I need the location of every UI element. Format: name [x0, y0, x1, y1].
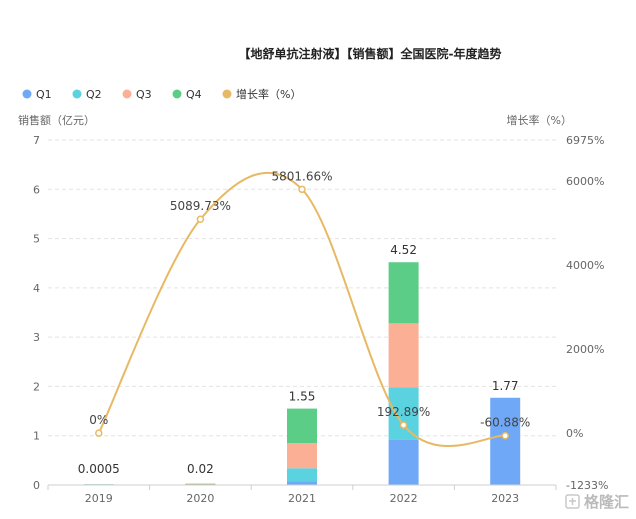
y-left-tick-label: 6 [33, 183, 40, 196]
bar-segment-q4 [185, 483, 216, 485]
legend-marker-icon [22, 89, 32, 99]
bar-segment-q2 [388, 387, 419, 440]
bar-total-label: 4.52 [390, 243, 417, 257]
x-tick-label: 2021 [288, 492, 316, 505]
x-tick-label: 2019 [85, 492, 113, 505]
y-right-tick-label: 0% [566, 427, 583, 440]
legend[interactable]: Q1 Q2 Q3 Q4 增长率（%） [22, 87, 302, 101]
legend-label: Q1 [36, 88, 52, 101]
data-labels: 0.0005 0.02 1.55 4.52 1.77 0% 5089.73% 5801.66%… [78, 169, 530, 476]
bar-total-label: 0.0005 [78, 462, 120, 476]
legend-item-q1[interactable]: Q1 [22, 88, 52, 101]
chart-title: 【地舒单抗注射液】【销售额】全国医院-年度趋势 [239, 46, 502, 61]
bar-total-label: 1.77 [492, 379, 519, 393]
growth-rate-point [501, 431, 509, 440]
bar-segment-q1 [388, 439, 419, 485]
bar-segment-q4 [388, 262, 419, 324]
y-right-tick-label: 4000% [566, 259, 604, 272]
bar-segment-q3 [287, 443, 317, 469]
y-left-tick-label: 0 [33, 479, 40, 492]
growth-rate-label: 0% [89, 413, 108, 427]
growth-rate-point [196, 215, 205, 223]
growth-rate-label: 5089.73% [170, 199, 231, 213]
growth-rate-line [97, 171, 506, 448]
growth-rate-label: 192.89% [377, 405, 430, 419]
y-right-tick-label: -1233% [566, 479, 608, 492]
legend-item-q3[interactable]: Q3 [122, 88, 152, 101]
legend-item-q4[interactable]: Q4 [172, 88, 202, 101]
bar-total-label: 1.55 [289, 390, 316, 404]
bar-segment-q1 [490, 397, 521, 485]
watermark-text: 格隆汇 [584, 493, 629, 511]
legend-marker-icon [122, 89, 132, 99]
legend-label: 增长率（%） [236, 87, 301, 101]
axes: 0 1 2 3 4 5 6 7 -1233% 0% 2000% 4000% 6000% 6975% 2019… [33, 134, 608, 505]
legend-marker-icon [172, 89, 182, 99]
y-axis-right-label: 增长率（%） [507, 113, 572, 127]
growth-rate-point [95, 429, 103, 437]
growth-rate-point [399, 421, 408, 429]
y-left-tick-label: 5 [33, 233, 40, 246]
y-left-tick-label: 4 [33, 282, 40, 295]
y-left-tick-label: 1 [33, 430, 40, 443]
legend-item-growth-rate[interactable]: 增长率（%） [222, 87, 302, 101]
watermark: 格隆汇 [565, 493, 629, 511]
y-right-tick-label: 6000% [566, 175, 604, 188]
growth-line [95, 171, 509, 448]
y-left-tick-label: 3 [33, 331, 40, 344]
legend-item-q2[interactable]: Q2 [72, 88, 102, 101]
bar-segment-q2 [287, 468, 317, 482]
growth-rate-point [298, 185, 306, 194]
x-tick-label: 2020 [186, 492, 214, 505]
legend-marker-icon [222, 89, 232, 99]
bars [83, 262, 521, 485]
legend-label: Q4 [186, 88, 202, 101]
growth-rate-label: -60.88% [480, 416, 530, 430]
y-axis-left-label: 销售额（亿元） [18, 113, 95, 127]
bar-segment-q1 [287, 481, 317, 485]
x-tick-label: 2023 [491, 492, 519, 505]
legend-label: Q2 [86, 88, 102, 101]
watermark-logo-icon [565, 494, 580, 509]
y-left-tick-label: 7 [33, 134, 40, 147]
legend-marker-icon [72, 89, 82, 99]
growth-rate-label: 5801.66% [271, 169, 332, 183]
legend-label: Q3 [136, 88, 152, 101]
bar-segment-q3 [388, 323, 419, 388]
bar-total-label: 0.02 [187, 462, 214, 476]
y-right-tick-label: 6975% [566, 134, 604, 147]
x-tick-label: 2022 [390, 492, 418, 505]
y-right-tick-label: 2000% [566, 343, 604, 356]
y-left-tick-label: 2 [33, 380, 40, 393]
bar-segment-q4 [287, 408, 317, 444]
